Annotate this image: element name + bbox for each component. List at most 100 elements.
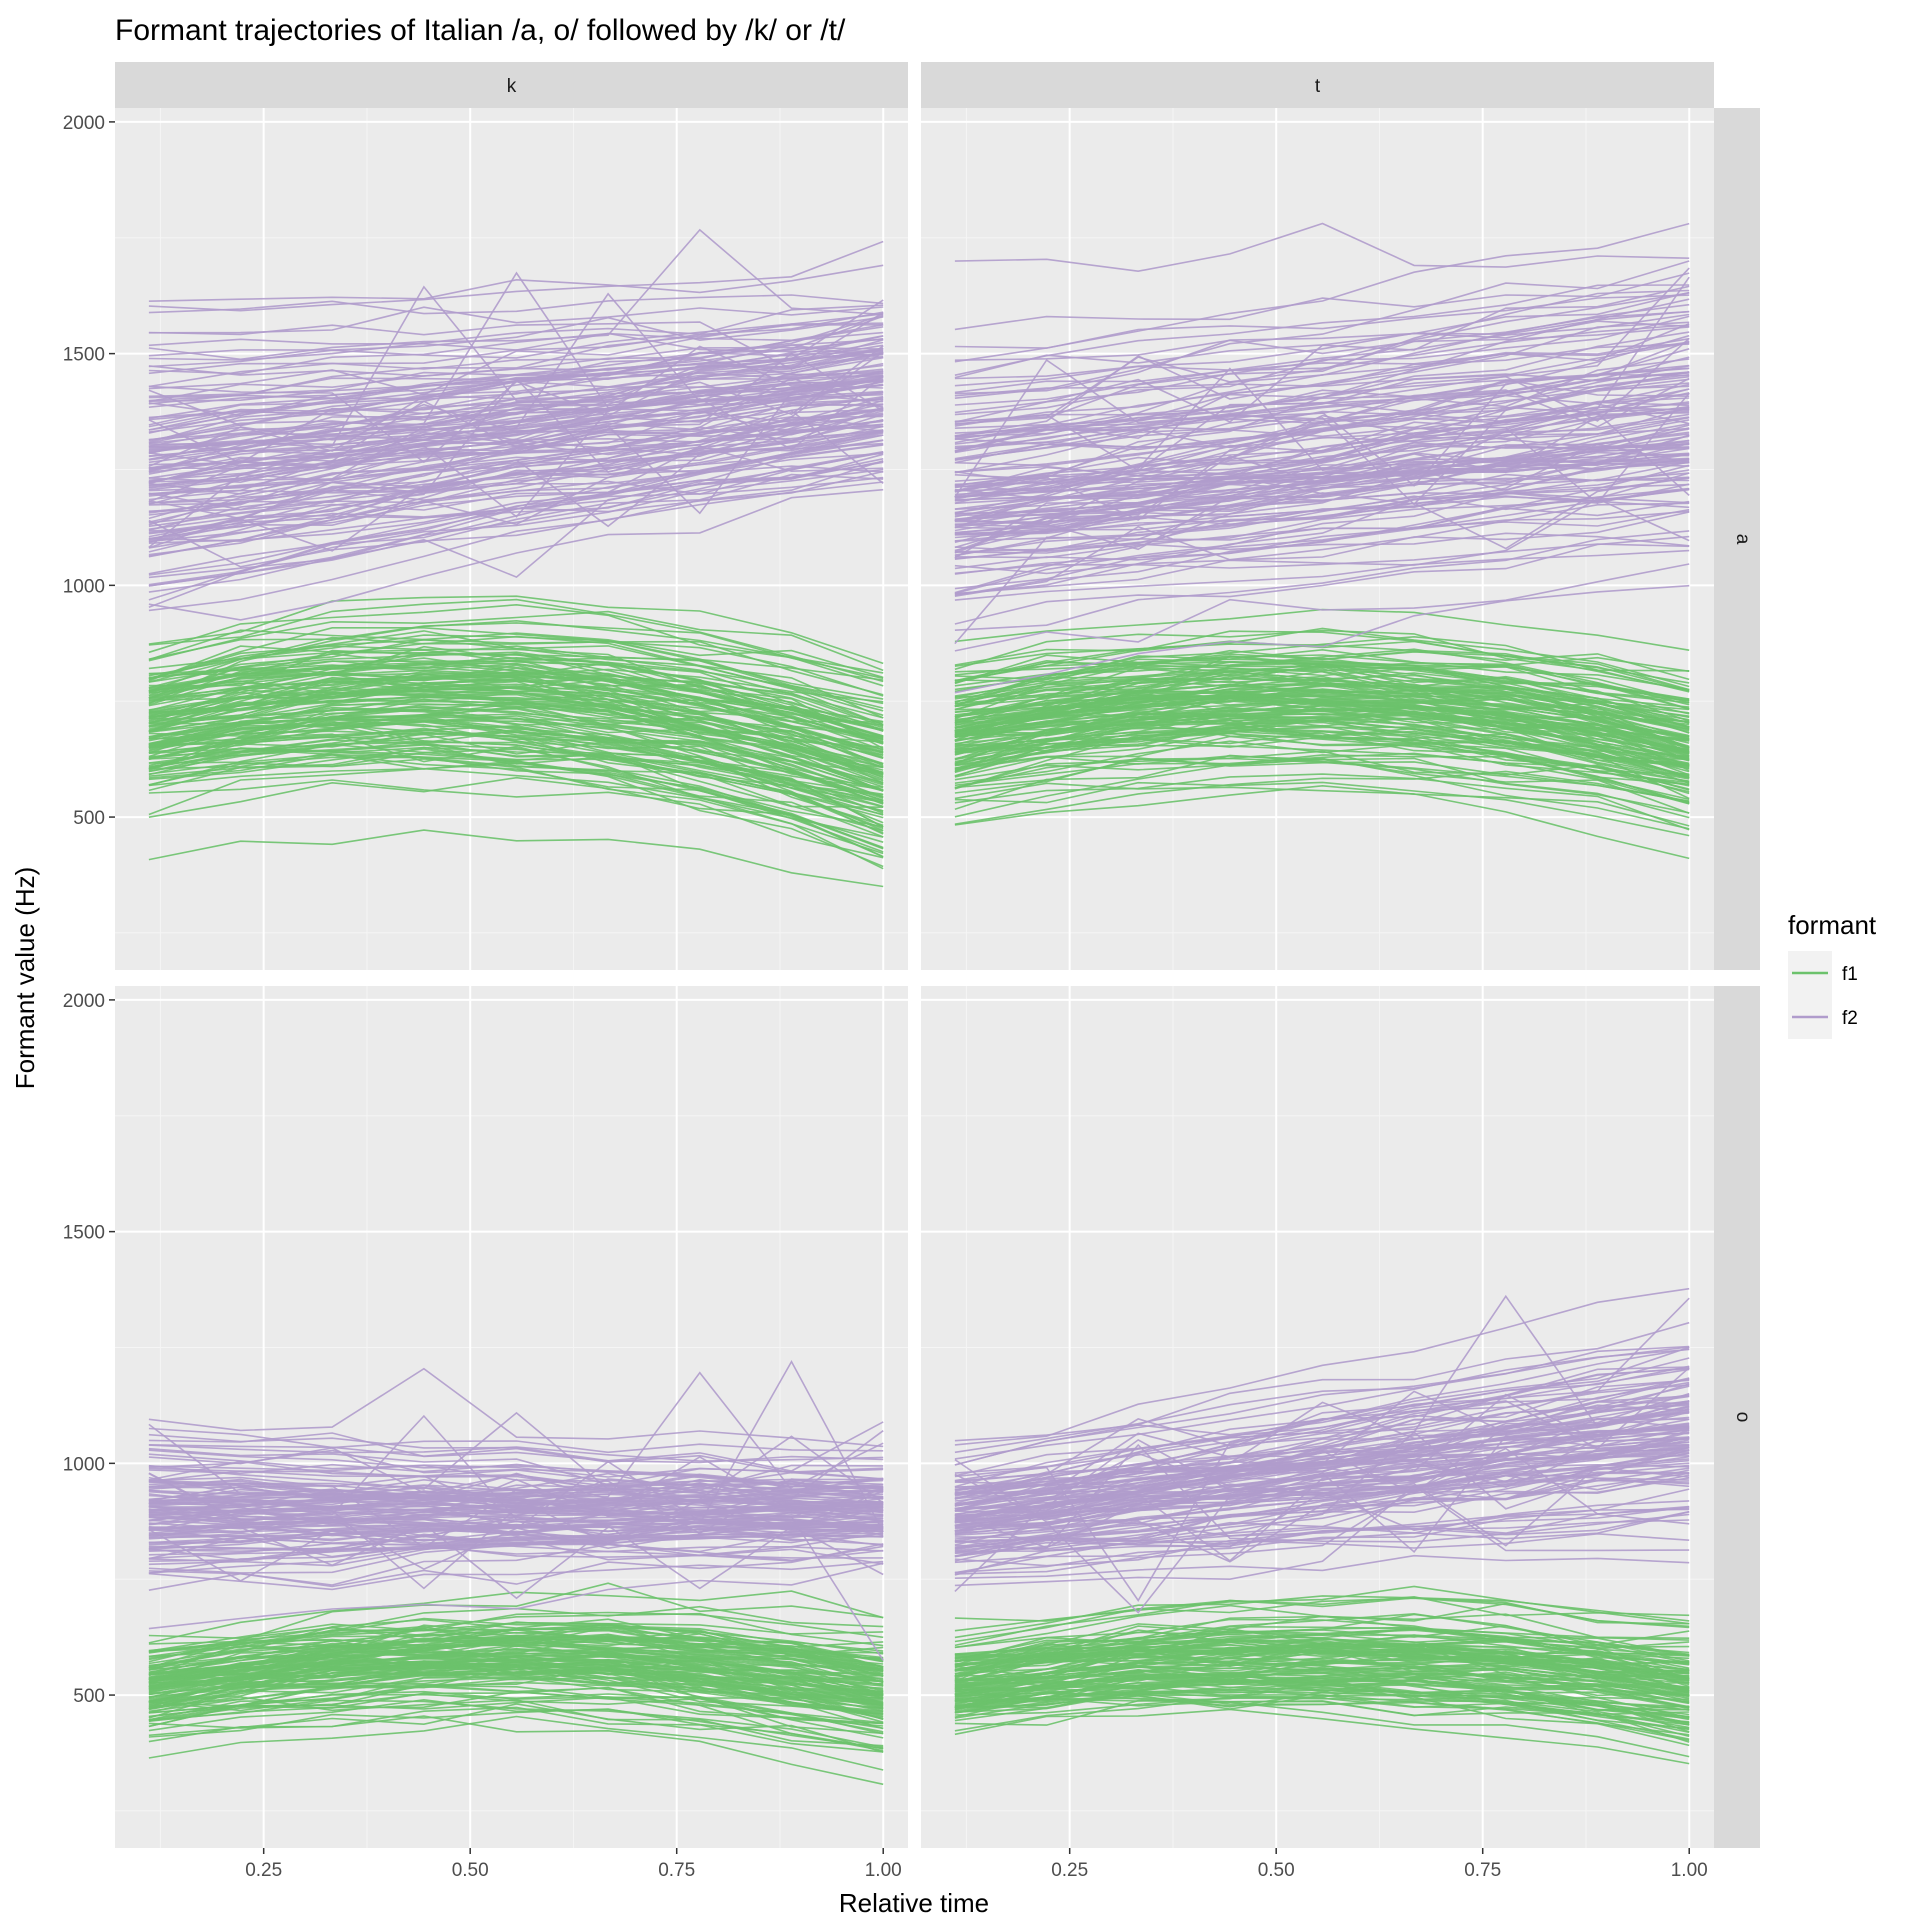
trajectory-f2 <box>954 406 1690 486</box>
trajectory-f1 <box>148 1699 884 1749</box>
trajectory-f2 <box>954 372 1690 514</box>
trajectory-f2 <box>148 416 884 541</box>
trajectory-f2 <box>954 1554 1690 1579</box>
trajectory-f1 <box>954 1647 1690 1692</box>
trajectory-f1 <box>954 655 1690 728</box>
trajectory-f1 <box>954 683 1690 740</box>
trajectory-f2 <box>954 419 1690 594</box>
trajectory-f2 <box>954 373 1690 452</box>
trajectory-f2 <box>954 365 1690 496</box>
trajectory-f1 <box>148 662 884 738</box>
trajectory-lines <box>954 1287 1690 1765</box>
trajectory-f2 <box>954 1444 1690 1536</box>
strip-col-k: k <box>115 62 908 108</box>
trajectory-f1 <box>148 1582 884 1654</box>
trajectory-f2 <box>954 1294 1690 1496</box>
trajectory-f1 <box>148 1634 884 1687</box>
trajectory-f2 <box>148 380 884 506</box>
trajectory-f1 <box>954 1629 1690 1657</box>
trajectory-f1 <box>954 1673 1690 1704</box>
trajectory-f2 <box>954 510 1690 590</box>
trajectory-f1 <box>148 626 884 712</box>
trajectory-f1 <box>954 770 1690 825</box>
trajectory-f2 <box>954 1287 1690 1446</box>
trajectory-f2 <box>954 1378 1690 1466</box>
trajectory-f1 <box>148 670 884 723</box>
trajectory-f2 <box>148 451 884 587</box>
y-axis: 500 1000 1500 2000 500 1000 1500 2000 <box>63 113 115 1707</box>
trajectory-f2 <box>148 429 884 495</box>
trajectory-f2 <box>954 315 1690 416</box>
trajectory-f1 <box>954 1638 1690 1682</box>
trajectory-f2 <box>954 1491 1690 1552</box>
trajectory-f2 <box>954 453 1690 595</box>
legend-entry-f1: f1 <box>1788 951 1858 995</box>
trajectory-f1 <box>148 691 884 785</box>
trajectory-f1 <box>148 1666 884 1713</box>
trajectory-f2 <box>954 1449 1690 1551</box>
trajectory-f2 <box>954 1321 1690 1442</box>
trajectory-f1 <box>148 1590 884 1644</box>
x-tick-label: 1.00 <box>1671 1860 1708 1881</box>
trajectory-f1 <box>954 752 1690 805</box>
trajectory-f1 <box>148 610 884 672</box>
trajectory-f2 <box>954 337 1690 427</box>
trajectory-f2 <box>954 285 1690 423</box>
trajectory-f2 <box>148 1444 884 1474</box>
strip-row-o: o <box>1714 986 1760 1848</box>
trajectory-f1 <box>954 735 1690 769</box>
trajectory-f1 <box>954 1615 1690 1660</box>
trajectory-f2 <box>954 508 1690 575</box>
trajectory-f2 <box>954 272 1690 331</box>
trajectory-f2 <box>148 1480 884 1509</box>
trajectory-f2 <box>148 373 884 518</box>
trajectory-f2 <box>148 1367 884 1448</box>
trajectory-f1 <box>148 1690 884 1733</box>
trajectory-f1 <box>954 773 1690 831</box>
panel-bottom-right <box>921 986 1714 1848</box>
trajectory-f2 <box>148 377 884 484</box>
trajectory-f1 <box>954 1692 1690 1736</box>
trajectory-f2 <box>954 478 1690 539</box>
trajectory-f1 <box>148 659 884 765</box>
strip-row-a: a <box>1714 108 1760 970</box>
trajectory-f2 <box>954 469 1690 557</box>
y-tick-label: 500 <box>73 808 105 829</box>
trajectory-lines <box>148 1359 884 1786</box>
trajectory-f2 <box>954 310 1690 380</box>
trajectory-f1 <box>954 782 1690 860</box>
trajectory-f1 <box>954 688 1690 732</box>
trajectory-f1 <box>954 755 1690 819</box>
trajectory-f2 <box>148 460 884 612</box>
trajectory-f1 <box>148 744 884 870</box>
x-tick-label: 1.00 <box>865 1860 902 1881</box>
trajectory-f2 <box>954 1345 1690 1454</box>
trajectory-f2 <box>148 264 884 302</box>
trajectory-f1 <box>148 713 884 813</box>
trajectory-f1 <box>148 753 884 853</box>
trajectory-f1 <box>954 692 1690 755</box>
trajectory-f2 <box>954 260 1690 399</box>
trajectory-f2 <box>148 346 884 375</box>
trajectory-f2 <box>148 1527 884 1560</box>
trajectory-f2 <box>954 393 1690 467</box>
trajectory-f2 <box>954 292 1690 423</box>
trajectory-f2 <box>148 425 884 492</box>
trajectory-f1 <box>148 673 884 737</box>
trajectory-f1 <box>148 1698 884 1750</box>
trajectory-f2 <box>148 1464 884 1478</box>
x-tick-label: 0.75 <box>1464 1860 1501 1881</box>
trajectory-f1 <box>148 729 884 832</box>
trajectory-f2 <box>954 1484 1690 1587</box>
trajectory-f2 <box>954 1477 1690 1534</box>
trajectory-f2 <box>148 344 884 405</box>
y-tick-label: 1500 <box>63 345 105 366</box>
trajectory-f1 <box>954 1697 1690 1738</box>
trajectory-f2 <box>954 1436 1690 1528</box>
trajectory-f1 <box>148 645 884 732</box>
trajectory-f2 <box>148 240 884 312</box>
trajectory-f1 <box>148 1611 884 1667</box>
trajectory-f2 <box>954 416 1690 514</box>
trajectory-f1 <box>954 670 1690 738</box>
